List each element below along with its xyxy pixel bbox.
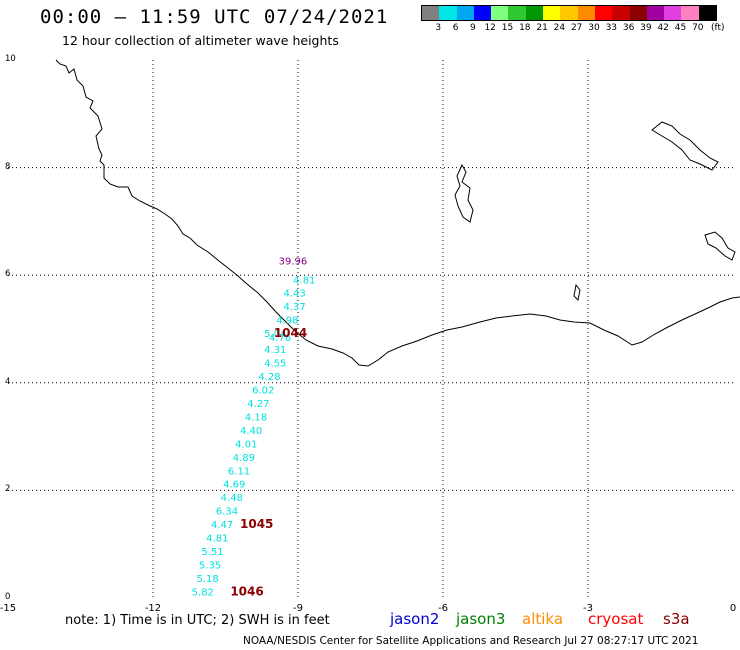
wave-height-reading: 4.28 bbox=[258, 372, 280, 383]
legend-tick-label: 30 bbox=[588, 23, 600, 33]
legend-swatch-15 bbox=[681, 6, 699, 20]
wave-height-reading: 4.43 bbox=[284, 289, 306, 300]
lake-volta-outline bbox=[454, 163, 474, 223]
coastline-west-africa bbox=[55, 59, 740, 367]
y-tick-label: 10 bbox=[5, 54, 16, 64]
legend-swatch-11 bbox=[612, 6, 630, 20]
satellite-label-altika: altika bbox=[522, 610, 564, 628]
x-tick-label: -15 bbox=[0, 603, 17, 614]
wave-height-reading: 6.34 bbox=[216, 507, 238, 518]
y-tick-label: 2 bbox=[5, 484, 11, 495]
wave-height-reading: 5.51 bbox=[201, 547, 223, 558]
wave-height-reading: 5.18 bbox=[197, 574, 219, 585]
legend-tick-label: 33 bbox=[605, 23, 618, 33]
map-subtitle: 12 hour collection of altimeter wave hei… bbox=[62, 33, 339, 48]
legend-swatch-1 bbox=[439, 6, 457, 20]
legend-tick-label: 9 bbox=[470, 23, 476, 33]
legend-unit: (ft) bbox=[711, 23, 725, 33]
legend-swatch-3 bbox=[473, 6, 492, 20]
legend-tick-label: 18 bbox=[519, 23, 531, 33]
legend-swatch-row bbox=[421, 5, 718, 21]
wave-height-reading: 6.11 bbox=[228, 466, 250, 477]
legend-tick-label: 39 bbox=[640, 23, 652, 33]
credit-line: NOAA/NESDIS Center for Satellite Applica… bbox=[243, 635, 699, 647]
wave-height-reading: 4.98 bbox=[276, 316, 298, 327]
legend-tick-label: 45 bbox=[674, 23, 687, 33]
wave-height-reading: 5.04 bbox=[264, 329, 286, 340]
legend-tick-row: (ft) 3 6 9 12 15 18 21 24 27 30 33 36 39 42 45 70 bbox=[421, 21, 724, 35]
legend-swatch-6 bbox=[525, 6, 544, 20]
legend-swatch-2 bbox=[456, 6, 474, 20]
legend-tick-label: 12 bbox=[484, 23, 496, 33]
legend-swatch-16 bbox=[698, 6, 717, 20]
legend-swatch-7 bbox=[543, 6, 561, 20]
x-tick-label: -12 bbox=[144, 603, 162, 614]
legend-swatch-10 bbox=[594, 6, 613, 20]
wave-height-reading: 4.76 bbox=[269, 333, 291, 344]
pass-time-marker: 1046 bbox=[230, 584, 263, 598]
wave-height-reading: 4.27 bbox=[247, 399, 269, 410]
legend-tick-label: 42 bbox=[657, 23, 669, 33]
x-tick-label: -9 bbox=[293, 603, 303, 614]
legend-tick-label: 27 bbox=[570, 23, 583, 33]
legend-tick-label: 15 bbox=[501, 23, 514, 33]
inland-water-east bbox=[704, 231, 736, 261]
wave-height-reading: 4.69 bbox=[223, 480, 245, 491]
legend-swatch-9 bbox=[577, 6, 595, 20]
wave-height-reading: 4.89 bbox=[233, 453, 255, 464]
legend-swatch-12 bbox=[629, 6, 647, 20]
y-tick-label: 8 bbox=[5, 161, 11, 172]
y-tick-label: 6 bbox=[5, 269, 11, 280]
legend-swatch-8 bbox=[560, 6, 578, 20]
legend-swatch-14 bbox=[664, 6, 682, 20]
wave-height-reading: 4.37 bbox=[284, 302, 306, 313]
wave-height-reading: 4.55 bbox=[264, 359, 286, 370]
y-tick-label: 4 bbox=[5, 376, 11, 387]
wave-height-reading: 4.18 bbox=[245, 412, 267, 423]
altimeter-observations: 39.96 4.81 4.43 4.37 4.98 5.044.764.31 4.55 4.2… bbox=[192, 256, 316, 598]
wave-height-reading: 4.40 bbox=[240, 426, 262, 437]
y-tick-label: 0 bbox=[5, 592, 11, 602]
legend-swatch-0 bbox=[422, 6, 440, 20]
map-grid bbox=[8, 60, 733, 598]
legend-tick-label: 6 bbox=[452, 23, 459, 33]
legend-tick-label: 36 bbox=[622, 23, 635, 33]
color-scale-legend: (ft) 3 6 9 12 15 18 21 24 27 30 33 36 39 42 45 70 bbox=[421, 5, 725, 35]
wave-height-reading: 6.02 bbox=[252, 386, 274, 397]
footnote: note: 1) Time is in UTC; 2) SWH is in fe… bbox=[65, 613, 330, 628]
x-tick-label: -6 bbox=[438, 603, 448, 614]
legend-tick-label: 70 bbox=[692, 23, 704, 33]
coastline bbox=[55, 59, 740, 367]
niger-delta-outline bbox=[651, 121, 719, 171]
wave-height-reading: 4.81 bbox=[293, 275, 315, 286]
satellite-label-jason2: jason2 bbox=[390, 610, 440, 628]
legend-swatch-4 bbox=[491, 6, 509, 20]
x-tick-label: 0 bbox=[729, 603, 737, 614]
satellite-label-s3a: s3a bbox=[663, 610, 690, 628]
pass-time-marker: 1045 bbox=[240, 517, 273, 531]
x-tick-label: -3 bbox=[583, 603, 593, 614]
legend-tick-label: 24 bbox=[553, 23, 566, 33]
wave-height-reading: 5.35 bbox=[199, 560, 221, 571]
wave-height-reading: 4.31 bbox=[264, 345, 286, 356]
legend-tick-label: 21 bbox=[536, 23, 548, 33]
legend-swatch-5 bbox=[508, 6, 526, 20]
legend-tick-label: 3 bbox=[435, 23, 442, 33]
wave-height-reading: 4.48 bbox=[221, 493, 243, 504]
satellite-label-cryosat: cryosat bbox=[588, 610, 644, 628]
map-title: 00:00 – 11:59 UTC 07/24/2021 bbox=[40, 6, 389, 28]
wave-height-reading: 4.81 bbox=[206, 534, 228, 545]
inland-water-coast bbox=[573, 283, 581, 302]
legend-swatch-13 bbox=[646, 6, 665, 20]
wave-height-reading: 4.47 bbox=[211, 520, 233, 531]
pass-time-marker: 1044 bbox=[274, 326, 307, 340]
wave-height-reading: 4.01 bbox=[235, 439, 257, 450]
wave-height-reading: 5.82 bbox=[192, 587, 214, 598]
wave-height-reading: 39.96 bbox=[279, 256, 308, 267]
satellite-label-jason3: jason3 bbox=[456, 610, 506, 628]
